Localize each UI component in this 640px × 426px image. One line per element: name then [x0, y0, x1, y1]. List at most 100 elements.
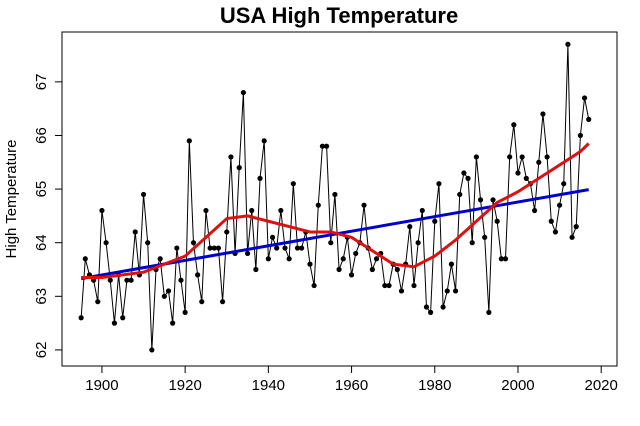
y-tick-label: 64 [33, 234, 50, 251]
data-point [423, 304, 430, 310]
data-point [511, 122, 517, 128]
data-point [577, 132, 583, 139]
data-point [494, 218, 500, 224]
data-point [253, 266, 259, 273]
data-point [249, 207, 255, 214]
data-point [482, 234, 488, 240]
data-point [282, 245, 288, 251]
data-point [477, 197, 484, 203]
data-point [507, 154, 513, 160]
data-point [324, 143, 330, 149]
data-point [515, 170, 521, 176]
data-point [149, 347, 155, 353]
data-point [224, 229, 230, 235]
data-point [382, 282, 388, 289]
data-point [540, 111, 546, 117]
data-point [95, 299, 101, 305]
data-point [448, 261, 455, 267]
data-point [78, 315, 84, 321]
data-point [386, 282, 392, 289]
data-point [203, 207, 209, 214]
data-point [407, 224, 413, 230]
data-point [257, 175, 263, 181]
data-point [145, 240, 151, 246]
data-point [473, 154, 479, 160]
data-point [140, 191, 147, 198]
data-point [502, 256, 509, 262]
data-point [215, 245, 222, 251]
data-point [565, 41, 571, 47]
data-point [536, 159, 542, 165]
data-point [294, 245, 301, 251]
data-point [107, 277, 113, 283]
data-point [315, 202, 321, 208]
data-point [228, 154, 234, 160]
data-point [361, 202, 367, 208]
data-point [161, 293, 167, 299]
data-point [428, 309, 434, 315]
data-point [394, 266, 400, 273]
y-tick-label: 63 [33, 288, 50, 305]
data-point [236, 165, 242, 171]
data-point [128, 277, 134, 283]
data-point [99, 207, 105, 214]
x-tick-label: 1940 [252, 377, 285, 394]
x-tick-label: 1960 [335, 377, 368, 394]
x-tick-label: 2000 [501, 377, 534, 394]
series-line [81, 142, 590, 280]
data-point [440, 304, 446, 310]
data-point [369, 266, 375, 273]
data-point [373, 256, 380, 262]
data-point [436, 181, 442, 187]
data-point [319, 143, 326, 149]
data-point [286, 256, 292, 262]
data-point [265, 256, 271, 262]
data-point [157, 256, 163, 262]
data-point [469, 240, 475, 246]
data-point [328, 240, 334, 246]
data-point [170, 320, 176, 326]
x-tick-label: 1900 [85, 377, 118, 394]
data-point [299, 245, 305, 251]
data-point [419, 207, 425, 214]
data-point [336, 266, 342, 273]
data-point [411, 282, 417, 289]
data-point [398, 288, 405, 294]
chart-title: USA High Temperature [220, 3, 458, 28]
data-point [278, 207, 284, 214]
data-point [561, 181, 567, 187]
plot-frame [61, 31, 618, 367]
data-point [182, 309, 188, 315]
data-point [461, 170, 467, 176]
x-tick-label: 1980 [418, 377, 451, 394]
data-point [269, 234, 276, 240]
data-point [490, 197, 496, 203]
y-tick-label: 66 [33, 127, 50, 144]
data-point [132, 229, 138, 235]
data-point [120, 315, 126, 321]
y-axis-label: High Temperature [3, 140, 20, 259]
data-point [523, 175, 529, 181]
data-point [519, 154, 525, 160]
data-point [211, 245, 217, 251]
data-point [290, 181, 296, 187]
data-point [195, 272, 201, 278]
y-tick-label: 67 [33, 74, 50, 91]
data-point [261, 138, 267, 144]
y-tick-label: 62 [33, 342, 50, 359]
data-point [452, 288, 459, 294]
data-point [244, 250, 251, 257]
data-point [353, 250, 359, 257]
data-point [311, 282, 317, 289]
data-point [274, 245, 280, 251]
data-point [457, 191, 463, 198]
data-point [307, 261, 313, 267]
data-point [207, 245, 213, 251]
data-point [586, 116, 592, 122]
data-point [340, 256, 346, 262]
data-point [348, 272, 355, 278]
data-point [548, 218, 554, 224]
data-point [486, 309, 492, 315]
